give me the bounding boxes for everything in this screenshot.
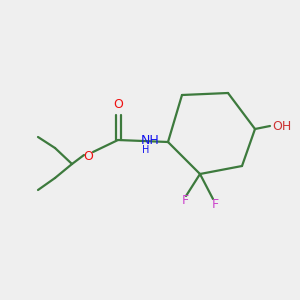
- Text: H: H: [142, 145, 150, 155]
- Text: F: F: [212, 197, 219, 211]
- Text: O: O: [83, 151, 93, 164]
- Text: OH: OH: [272, 119, 291, 133]
- Text: O: O: [113, 98, 123, 110]
- Text: NH: NH: [141, 134, 159, 146]
- Text: F: F: [182, 194, 189, 208]
